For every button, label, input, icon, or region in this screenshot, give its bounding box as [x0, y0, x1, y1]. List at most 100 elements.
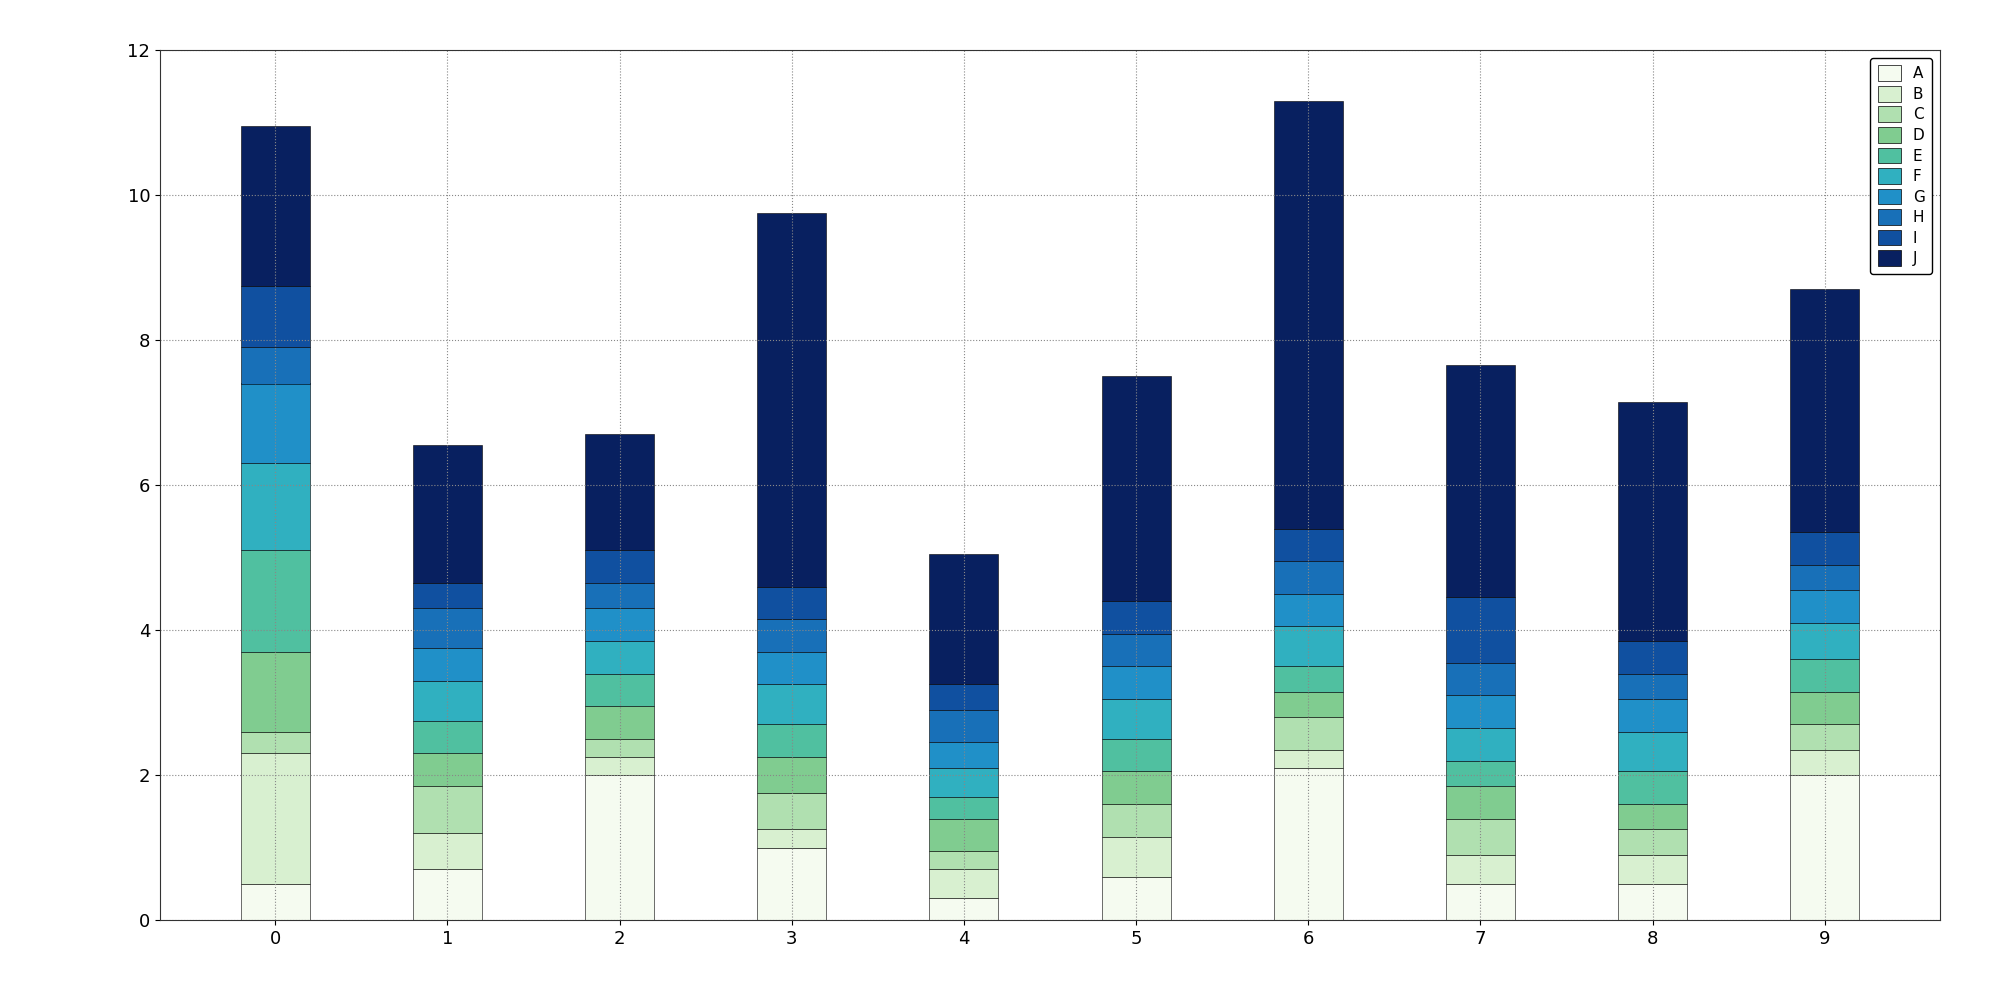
Bar [1274, 561, 1342, 594]
Bar [240, 753, 310, 884]
Bar [240, 286, 310, 347]
Bar [1446, 597, 1514, 663]
Bar [414, 721, 482, 753]
Bar [758, 793, 826, 829]
Bar [1102, 837, 1170, 876]
Bar [1102, 739, 1170, 771]
Bar [586, 641, 654, 674]
Bar [930, 869, 998, 898]
Bar [758, 619, 826, 652]
Bar [586, 757, 654, 775]
Bar [930, 710, 998, 742]
Bar [1446, 884, 1514, 920]
Bar [1618, 829, 1686, 855]
Bar [1274, 768, 1342, 920]
Bar [1446, 818, 1514, 855]
Bar [1274, 717, 1342, 750]
Bar [758, 684, 826, 724]
Bar [586, 674, 654, 706]
Bar [1618, 674, 1686, 699]
Bar [240, 463, 310, 550]
Bar [1790, 775, 1860, 920]
Bar [414, 753, 482, 786]
Legend: A, B, C, D, E, F, G, H, I, J: A, B, C, D, E, F, G, H, I, J [1870, 58, 1932, 274]
Bar [1102, 601, 1170, 634]
Bar [930, 898, 998, 920]
Bar [586, 739, 654, 757]
Bar [1446, 855, 1514, 884]
Bar [1618, 804, 1686, 829]
Bar [1102, 699, 1170, 739]
Bar [1790, 623, 1860, 659]
Bar [930, 742, 998, 768]
Bar [414, 583, 482, 608]
Bar [586, 608, 654, 641]
Bar [758, 213, 826, 586]
Bar [758, 757, 826, 793]
Bar [586, 583, 654, 608]
Bar [758, 848, 826, 920]
Bar [758, 724, 826, 757]
Bar [1102, 771, 1170, 804]
Bar [1446, 761, 1514, 786]
Bar [1790, 659, 1860, 692]
Bar [240, 652, 310, 732]
Bar [1618, 732, 1686, 771]
Bar [1274, 750, 1342, 768]
Bar [1790, 590, 1860, 623]
Bar [586, 434, 654, 550]
Bar [240, 732, 310, 753]
Bar [1446, 365, 1514, 597]
Bar [1446, 695, 1514, 728]
Bar [1618, 771, 1686, 804]
Bar [414, 869, 482, 920]
Bar [930, 768, 998, 797]
Bar [1274, 101, 1342, 528]
Bar [1274, 692, 1342, 717]
Bar [1790, 750, 1860, 775]
Bar [930, 797, 998, 818]
Bar [1790, 565, 1860, 590]
Bar [1446, 728, 1514, 761]
Bar [414, 833, 482, 869]
Bar [1446, 786, 1514, 818]
Bar [930, 684, 998, 710]
Bar [586, 775, 654, 920]
Bar [414, 608, 482, 648]
Bar [414, 786, 482, 833]
Bar [586, 706, 654, 739]
Bar [586, 550, 654, 583]
Bar [1790, 692, 1860, 724]
Bar [1790, 724, 1860, 750]
Bar [1274, 666, 1342, 692]
Bar [1618, 855, 1686, 884]
Bar [240, 550, 310, 652]
Bar [414, 648, 482, 681]
Bar [1102, 634, 1170, 666]
Bar [1102, 666, 1170, 699]
Bar [414, 445, 482, 583]
Bar [1618, 641, 1686, 674]
Bar [758, 587, 826, 619]
Bar [240, 383, 310, 463]
Bar [1274, 594, 1342, 626]
Bar [758, 652, 826, 684]
Bar [1274, 626, 1342, 666]
Bar [1274, 528, 1342, 561]
Bar [930, 554, 998, 684]
Bar [1618, 699, 1686, 732]
Bar [1618, 884, 1686, 920]
Bar [930, 851, 998, 869]
Bar [758, 829, 826, 848]
Bar [1102, 876, 1170, 920]
Bar [1790, 532, 1860, 565]
Bar [414, 681, 482, 721]
Bar [240, 884, 310, 920]
Bar [1790, 289, 1860, 532]
Bar [1102, 376, 1170, 601]
Bar [240, 126, 310, 286]
Bar [1446, 663, 1514, 695]
Bar [240, 347, 310, 383]
Bar [1618, 402, 1686, 641]
Bar [930, 818, 998, 851]
